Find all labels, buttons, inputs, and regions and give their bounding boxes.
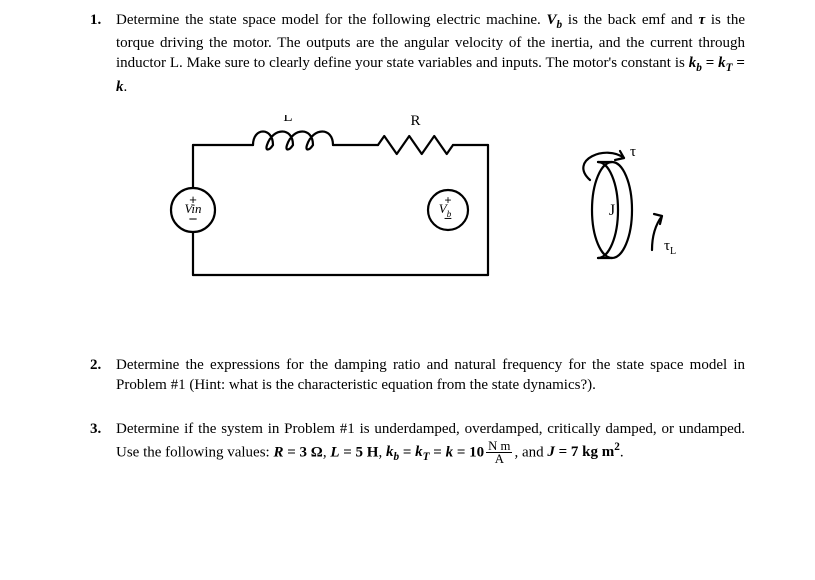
problem-text: Determine if the system in Problem #1 is… — [116, 419, 745, 466]
svg-text:J: J — [608, 202, 614, 219]
svg-text:Vin: Vin — [184, 201, 201, 216]
circuit-diagram: +−Vin+−VbLRJττL — [90, 115, 745, 315]
problem-number: 3. — [90, 419, 116, 439]
problem-text: Determine the state space model for the … — [116, 10, 745, 97]
problem-number: 2. — [90, 355, 116, 375]
svg-text:R: R — [410, 115, 420, 129]
svg-text:L: L — [283, 115, 292, 125]
problem-text: Determine the expressions for the dampin… — [116, 355, 745, 396]
problem-1: 1. Determine the state space model for t… — [90, 10, 745, 315]
problem-2: 2. Determine the expressions for the dam… — [90, 355, 745, 396]
diagram-svg: +−Vin+−VbLRJττL — [148, 115, 688, 315]
svg-text:τ: τ — [630, 144, 636, 160]
svg-text:τL: τL — [664, 238, 676, 257]
problem-number: 1. — [90, 10, 116, 30]
problem-3: 3. Determine if the system in Problem #1… — [90, 419, 745, 466]
page: 1. Determine the state space model for t… — [0, 0, 815, 500]
